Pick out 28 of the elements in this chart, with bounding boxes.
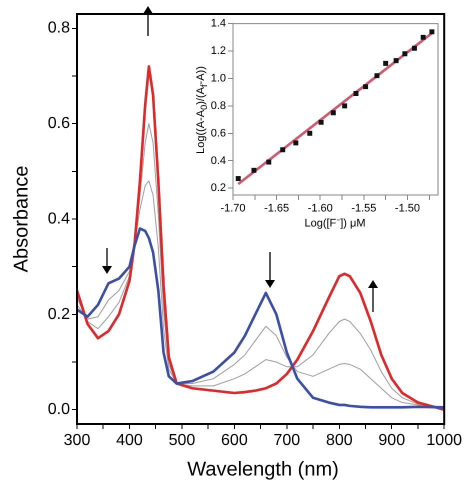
- y-tick-label: 0.6: [48, 115, 70, 132]
- y-tick-label: 0.2: [210, 182, 226, 194]
- y-axis-title: Absorbance: [10, 166, 34, 272]
- x-tick-label: 1000: [426, 432, 462, 450]
- x-tick-label: 800: [326, 432, 353, 450]
- x-axis-title: Wavelength (nm): [187, 458, 339, 482]
- y-tick-label: 0.4: [48, 210, 70, 228]
- x-tick-label: 400: [116, 432, 143, 450]
- x-tick-label: -1.60: [308, 202, 333, 215]
- y-tick-label: 0.8: [210, 100, 226, 112]
- x-tick-label: 900: [378, 432, 406, 450]
- y-tick-label: 0.6: [210, 127, 226, 140]
- y-tick-label: 0.4: [210, 154, 226, 167]
- y-tick-label: 0.2: [48, 306, 70, 323]
- y-tick-label: 1.2: [210, 45, 226, 58]
- x-tick-label: 600: [221, 432, 248, 450]
- x-tick-label: 500: [168, 432, 196, 450]
- y-tick-label: 0.0: [48, 401, 70, 418]
- x-tick-label: -1.65: [264, 202, 290, 215]
- x-axis-title: Log([F⁻]) μM: [304, 216, 366, 230]
- x-tick-label: -1.55: [351, 202, 376, 215]
- x-tick-label: 700: [273, 432, 300, 450]
- x-tick-label: -1.70: [220, 202, 246, 215]
- y-tick-label: 0.8: [48, 20, 70, 37]
- y-tick-label: 1.0: [210, 72, 226, 84]
- x-tick-label: 300: [64, 432, 90, 450]
- y-tick-label: 1.4: [210, 18, 226, 30]
- x-tick-label: -1.50: [394, 202, 420, 215]
